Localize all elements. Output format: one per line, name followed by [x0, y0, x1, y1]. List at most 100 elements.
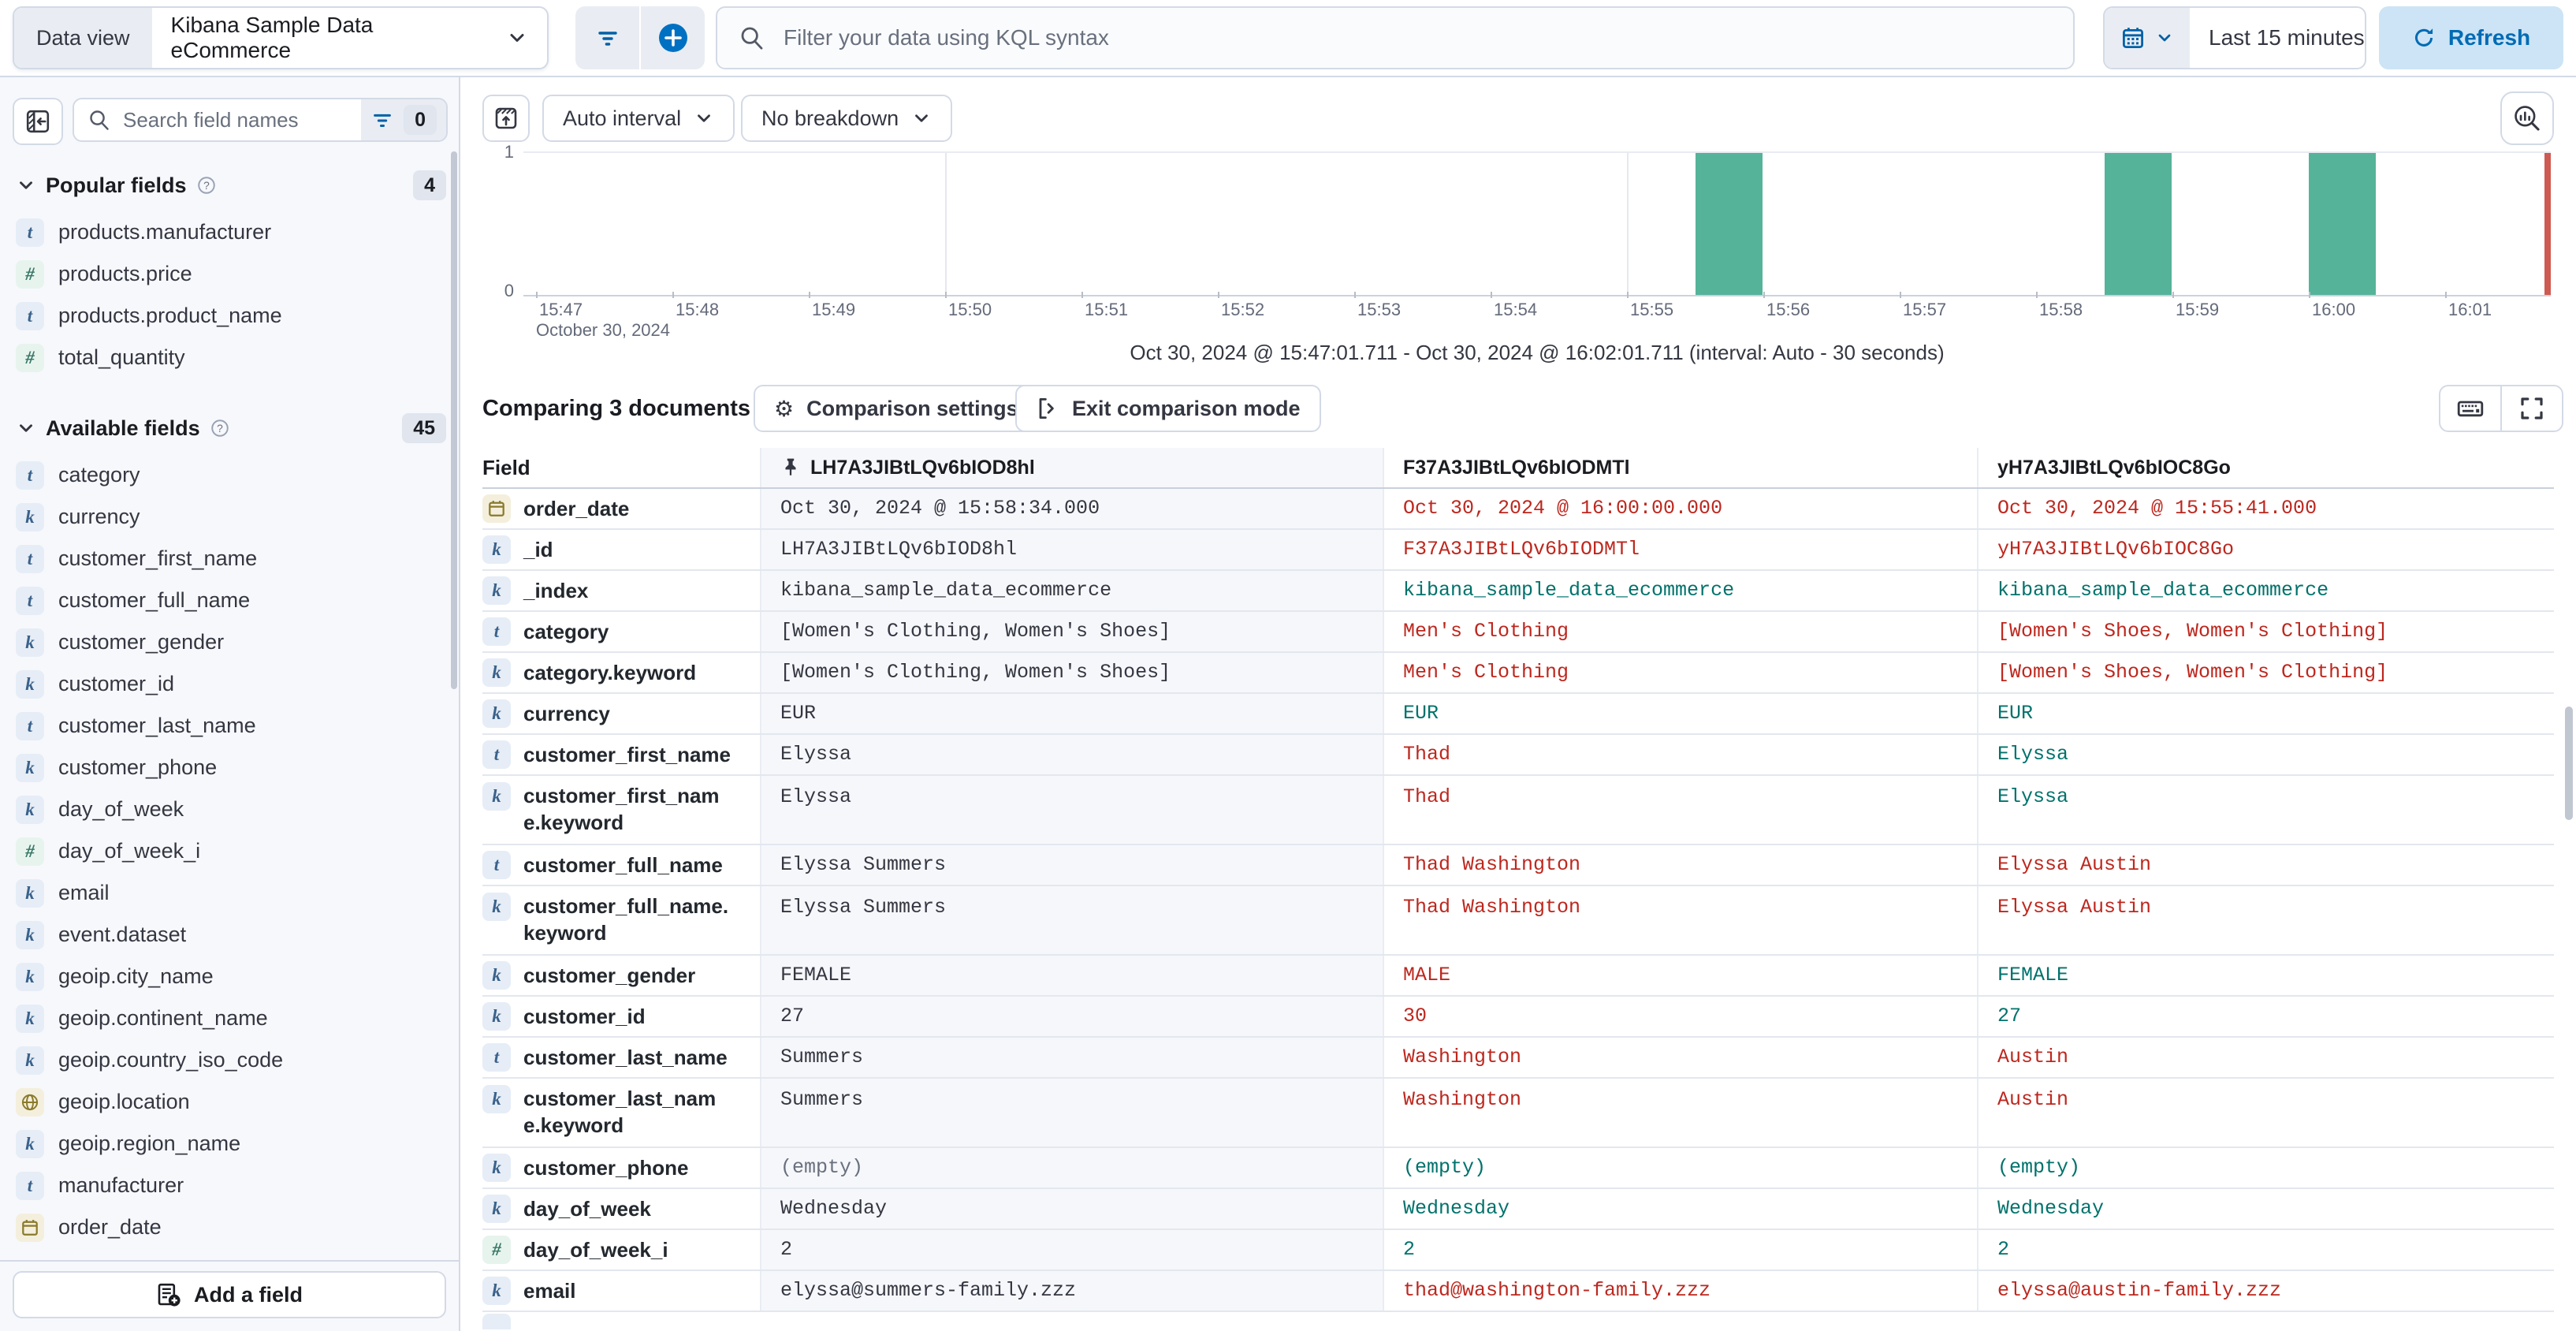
table-row: k customer_first_name.keyword Elyssa Thad… [482, 776, 2554, 845]
keyword-field-icon: k [482, 576, 511, 605]
chevron-down-icon [16, 175, 36, 196]
text-field-icon: t [16, 711, 44, 740]
keyword-field-icon: k [16, 669, 44, 699]
field-item[interactable]: t customer_full_name [0, 580, 452, 621]
field-item[interactable]: # total_quantity [0, 337, 452, 378]
field-item[interactable]: k geoip.continent_name [0, 997, 452, 1039]
field-item[interactable]: order_date [0, 1206, 452, 1248]
explore-in-lens-icon [2512, 103, 2542, 133]
keyword-field-icon: k [482, 1154, 511, 1182]
clipped-next-row [482, 1314, 511, 1329]
base-value: FEMALE [780, 964, 852, 986]
x-axis-tick: 15:59 [2172, 292, 2219, 320]
keyword-field-icon: k [482, 961, 511, 990]
histogram-options-button[interactable] [482, 95, 530, 142]
keyword-field-icon: k [482, 658, 511, 687]
data-view-picker[interactable]: Data view Kibana Sample Data eCommerce [13, 6, 549, 69]
doc-value: Men's Clothing [1403, 620, 1569, 643]
field-item[interactable]: k day_of_week [0, 789, 452, 830]
pinned-doc-header[interactable]: LH7A3JIBtLQv6bIOD8hl [760, 448, 1383, 487]
x-axis-tick: 15:57 [1900, 292, 1946, 320]
kql-search-bar[interactable] [716, 6, 2075, 69]
y-axis-tick-bottom: 0 [504, 281, 514, 300]
field-name: customer_full_name [523, 853, 723, 877]
field-item[interactable]: k geoip.region_name [0, 1123, 452, 1165]
field-name: customer_last_name.keyword [523, 1087, 717, 1137]
field-item[interactable]: t manufacturer [0, 1165, 452, 1206]
available-fields-header[interactable]: Available fields ? 45 [16, 413, 446, 443]
field-name: customer_id [523, 1005, 646, 1028]
doc-value: Austin [1997, 1046, 2069, 1068]
doc-value: Washington [1403, 1088, 1522, 1111]
field-name: day_of_week_i [523, 1238, 668, 1262]
gridline [945, 153, 947, 295]
field-name: _id [523, 538, 553, 561]
field-item[interactable]: k customer_id [0, 663, 452, 705]
popular-fields-header[interactable]: Popular fields ? 4 [16, 170, 446, 200]
filter-icon [595, 25, 620, 50]
exit-comparison-button[interactable]: Exit comparison mode [1015, 385, 1321, 432]
text-field-icon: t [482, 1043, 511, 1072]
filter-menu-button[interactable] [575, 6, 639, 69]
field-item[interactable]: k geoip.country_iso_code [0, 1039, 452, 1081]
field-item[interactable]: t products.product_name [0, 295, 452, 337]
keyword-field-icon: k [16, 753, 44, 782]
x-axis-tick: 15:53 [1354, 292, 1401, 320]
refresh-button[interactable]: Refresh [2379, 6, 2563, 69]
x-axis-tick: 16:01 [2445, 292, 2492, 320]
interval-dropdown[interactable]: Auto interval [542, 95, 735, 142]
doc-value: EUR [1997, 702, 2034, 725]
number-field-icon: # [16, 837, 44, 866]
date-quick-menu-button[interactable] [2105, 8, 2190, 68]
doc-header[interactable]: F37A3JIBtLQv6bIODMTl [1383, 448, 1977, 487]
sidebar-scrollbar[interactable] [451, 151, 457, 689]
keyword-field-icon: k [16, 502, 44, 531]
field-item[interactable]: t category [0, 454, 452, 496]
doc-value: Oct 30, 2024 @ 15:55:41.000 [1997, 497, 2317, 520]
kql-search-input[interactable] [780, 24, 2073, 52]
x-axis-tick: 15:58 [2036, 292, 2083, 320]
add-field-button[interactable]: Add a field [13, 1271, 446, 1318]
field-item[interactable]: k event.dataset [0, 914, 452, 956]
field-item[interactable]: k customer_gender [0, 621, 452, 663]
doc-value: kibana_sample_data_ecommerce [1403, 579, 1735, 602]
field-item[interactable]: t products.manufacturer [0, 211, 452, 253]
field-item[interactable]: geoip.location [0, 1081, 452, 1123]
search-icon [739, 25, 765, 50]
top-navigation-bar: Data view Kibana Sample Data eCommerce [0, 0, 2576, 77]
y-axis-tick-top: 1 [504, 142, 514, 162]
comparison-settings-button[interactable]: ⚙ Comparison settings [754, 385, 1039, 432]
field-filter-button[interactable]: 0 [361, 99, 446, 140]
field-item[interactable]: k customer_phone [0, 747, 452, 789]
collapse-sidebar-button[interactable] [13, 98, 63, 145]
field-item[interactable]: # day_of_week_i [0, 830, 452, 872]
base-value: EUR [780, 702, 817, 725]
histogram-options-icon [493, 106, 519, 131]
histogram-plot[interactable] [523, 151, 2551, 296]
field-item[interactable]: k geoip.city_name [0, 956, 452, 997]
time-range-value[interactable]: Last 15 minutes [2209, 25, 2365, 50]
table-row: k customer_full_name.keyword Elyssa Summe… [482, 886, 2554, 956]
fullscreen-button[interactable] [2500, 386, 2562, 431]
keyword-field-icon: k [482, 1277, 511, 1305]
keyboard-shortcuts-button[interactable] [2440, 386, 2500, 431]
field-item[interactable]: t customer_first_name [0, 538, 452, 580]
field-item[interactable]: k currency [0, 496, 452, 538]
add-filter-button[interactable] [639, 6, 705, 69]
collapse-sidebar-icon [25, 109, 50, 134]
x-axis-tick: 15:49 [809, 292, 855, 320]
table-row: t customer_last_name Summers Washington A… [482, 1038, 2554, 1079]
field-item[interactable]: # products.price [0, 253, 452, 295]
doc-value: Wednesday [1997, 1197, 2105, 1220]
table-row: k day_of_week Wednesday Wednesday Wednesd… [482, 1189, 2554, 1230]
explore-in-lens-button[interactable] [2500, 91, 2554, 145]
doc-header[interactable]: yH7A3JIBtLQv6bIOC8Go [1977, 448, 2554, 487]
base-value: (empty) [780, 1156, 864, 1179]
table-scrollbar[interactable] [2565, 707, 2573, 820]
grid-display-controls [2439, 385, 2563, 432]
field-item[interactable]: t customer_last_name [0, 705, 452, 747]
field-item[interactable]: k email [0, 872, 452, 914]
breakdown-dropdown[interactable]: No breakdown [741, 95, 953, 142]
field-search-input[interactable] [120, 106, 362, 134]
